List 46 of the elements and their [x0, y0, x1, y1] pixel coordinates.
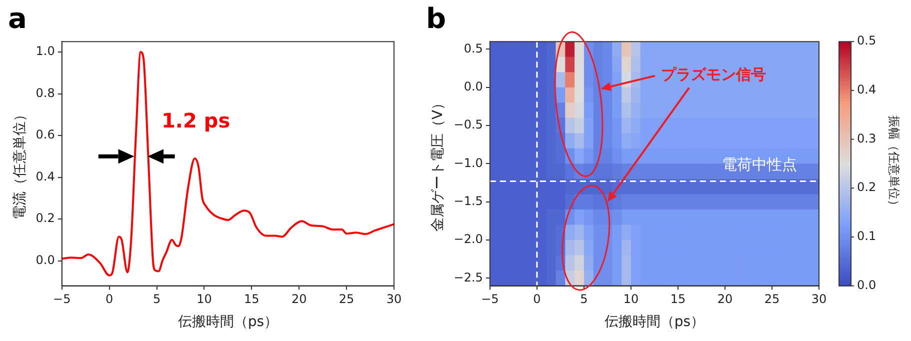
x-tick-label: 0 [533, 292, 541, 306]
chart-title: a [8, 2, 27, 36]
y-axis-title: 金属ゲート電圧（V） [430, 96, 446, 232]
x-tick-label: −5 [481, 292, 499, 306]
y-tick-label: 1.0 [36, 44, 55, 58]
x-tick-label: 10 [196, 292, 212, 306]
y-tick-label: −0.5 [454, 118, 483, 132]
y-tick-label: 0.0 [36, 252, 55, 267]
x-tick-label: −5 [53, 292, 71, 306]
ref-line-label: 電荷中性点 [722, 156, 797, 174]
y-tick-label: −2.5 [454, 270, 483, 284]
x-tick-label: 30 [386, 292, 402, 306]
y-tick-label: 0.4 [36, 169, 55, 184]
x-tick-label: 20 [291, 292, 307, 306]
x-tick-label: 25 [764, 292, 780, 306]
chart-title: b [426, 2, 446, 36]
y-tick-label: −2.0 [454, 232, 483, 246]
y-axis-title: 電流（任意単位） [12, 108, 28, 220]
x-tick-label: 5 [580, 292, 588, 306]
color-bar-title: 振幅（任意単位） [886, 116, 901, 212]
color-bar-label: 0.3 [857, 131, 876, 146]
x-axis-title: 伝搬時間（ps） [178, 314, 278, 330]
color-bar-label: 0.4 [857, 82, 876, 97]
x-tick-label: 15 [670, 292, 686, 306]
y-tick-label: −1.5 [454, 194, 483, 208]
x-tick-label: 5 [152, 292, 161, 306]
x-tick-label: 10 [623, 292, 639, 306]
y-tick-label: 0.8 [36, 86, 55, 100]
line-series [62, 51, 394, 276]
color-bar-label: 0.0 [857, 278, 876, 292]
x-axis-title: 伝搬時間（ps） [604, 314, 705, 330]
x-tick-label: 20 [717, 292, 733, 306]
color-bar-label: 0.2 [857, 180, 876, 194]
color-bar-label: 0.1 [857, 229, 876, 244]
y-tick-label: 0.2 [36, 211, 55, 226]
color-bar-label: 0.5 [857, 34, 876, 48]
annotation: プラズモン信号 [661, 66, 766, 84]
x-tick-label: 15 [244, 292, 260, 306]
annotation: 1.2 ps [162, 108, 230, 132]
x-tick-label: 25 [338, 292, 354, 306]
y-tick-label: 0.6 [36, 128, 55, 142]
y-tick-label: 0.5 [464, 41, 483, 56]
y-tick-label: −1.0 [454, 156, 483, 170]
x-tick-label: 0 [106, 292, 114, 306]
x-tick-label: 30 [811, 292, 827, 306]
y-tick-label: 0.0 [464, 80, 483, 94]
